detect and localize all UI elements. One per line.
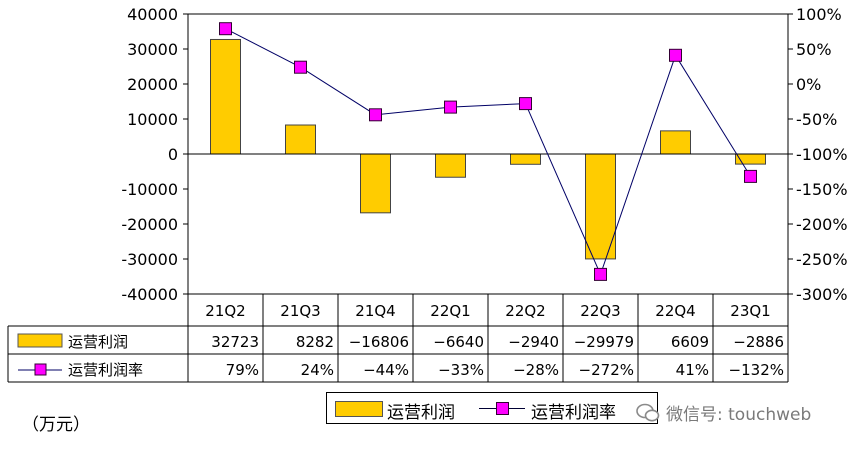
bar-data-label: −29979 [574,333,634,351]
line-data-label: −272% [579,361,634,379]
row-header-line: 运营利润率 [68,361,143,379]
line-data-label: −132% [729,361,784,379]
marker-23Q1 [744,169,757,183]
bar-data-label: 8282 [296,333,334,351]
line-data-label: −33% [438,361,484,379]
bar-21Q4 [360,153,391,214]
row-header-bar: 运营利润 [68,333,128,351]
left-axis: 40000 30000 20000 10000 0 -10000 -20000 -30000 -… [121,5,188,304]
right-tick-label: -100% [796,145,848,164]
row-marker-icon [34,363,47,376]
margin-line [225,28,751,276]
bar-21Q2 [210,38,241,155]
marker-21Q2 [219,22,232,36]
right-tick-label: 50% [796,40,832,59]
legend-line-label: 运营利润率 [531,403,616,423]
legend-bar-swatch [335,401,383,417]
bar-data-label: −2940 [508,333,559,351]
category-label: 21Q3 [280,302,320,320]
line-data-label: −44% [363,361,409,379]
bar-22Q2 [510,153,541,165]
left-tick-label: 20000 [127,75,178,94]
right-axis: 100% 50% 0% -50% -100% -150% -200% -250% -300% [788,5,848,304]
marker-22Q1 [444,100,457,114]
bar-22Q1 [435,153,466,178]
marker-22Q3 [594,267,607,281]
category-label: 22Q2 [505,302,545,320]
bar-series [188,38,788,260]
right-tick-label: 100% [796,5,842,24]
legend: 运营利润 运营利润率 [326,392,658,424]
bar-data-label: −2886 [733,333,784,351]
line-data-label: −28% [513,361,559,379]
legend-marker-icon [496,402,509,415]
category-label: 23Q1 [730,302,770,320]
row-swatch-bar [17,333,63,348]
marker-22Q2 [519,97,532,111]
left-tick-label: 30000 [127,40,178,59]
watermark: 微信号: touchweb [636,400,811,425]
right-tick-label: -150% [796,180,848,199]
marker-22Q4 [669,48,682,62]
bar-21Q3 [285,124,316,155]
right-tick-label: -300% [796,285,848,304]
left-tick-label: -10000 [121,180,178,199]
unit-note: （万元） [22,415,90,435]
left-tick-label: 0 [168,145,178,164]
right-tick-label: -200% [796,215,848,234]
category-label: 22Q3 [580,302,620,320]
category-label: 21Q2 [205,302,245,320]
right-tick-label: -50% [796,110,837,129]
left-tick-label: -40000 [121,285,178,304]
line-data-label: 79% [226,361,259,379]
bar-data-label: −6640 [433,333,484,351]
right-tick-label: -250% [796,250,848,269]
wechat-icon [636,403,660,421]
left-tick-label: -30000 [121,250,178,269]
legend-bar-label: 运营利润 [387,403,455,423]
bar-22Q3 [585,153,616,260]
marker-21Q3 [294,60,307,74]
left-tick-label: 40000 [127,5,178,24]
left-tick-label: -20000 [121,215,178,234]
data-table: 21Q2 32723 79% 21Q3 8282 24% 21Q4 −16806 −44% 22Q… [7,294,789,383]
bar-22Q4 [660,130,691,155]
category-label: 21Q4 [355,302,395,320]
left-tick-label: 10000 [127,110,178,129]
right-tick-label: 0% [796,75,821,94]
marker-21Q4 [369,108,382,122]
category-label: 22Q4 [655,302,695,320]
bar-data-label: 6609 [671,333,709,351]
watermark-text: 微信号: touchweb [666,405,812,425]
line-series [219,22,757,281]
bar-data-label: −16806 [349,333,409,351]
line-data-label: 41% [676,361,709,379]
line-data-label: 24% [301,361,334,379]
bar-data-label: 32723 [211,333,259,351]
category-label: 22Q1 [430,302,470,320]
